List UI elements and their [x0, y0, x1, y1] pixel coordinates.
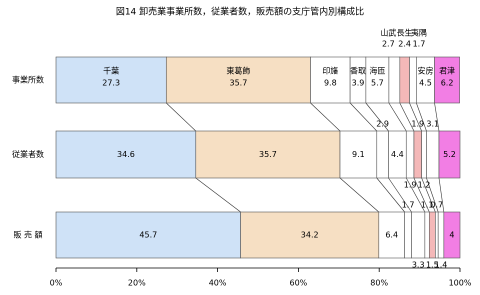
value-label: 34.2 [301, 231, 319, 240]
value-label: 34.6 [117, 150, 135, 159]
connector [376, 177, 405, 213]
value-label: 1.7 [402, 201, 415, 210]
value-label: 9.1 [352, 150, 365, 159]
connector [434, 102, 440, 132]
category-label: 事業所数 [12, 75, 44, 85]
bar-segment [421, 130, 427, 179]
legend-label: 夷隅 [411, 28, 427, 38]
x-tick-label: 20% [128, 279, 146, 288]
value-label: 0.7 [430, 201, 443, 210]
legend-label: 千葉 [103, 66, 119, 76]
bar-segment [434, 56, 460, 104]
x-tick-label: 0% [50, 279, 63, 288]
legend-label: 長生 [397, 28, 413, 38]
x-tick-label: 40% [209, 279, 227, 288]
value-label: 35.7 [229, 79, 247, 88]
bar-segment [437, 211, 445, 259]
connector [388, 102, 407, 132]
legend-label: 印旛 [322, 66, 338, 76]
value-label: 4 [449, 231, 454, 240]
connector [426, 177, 439, 213]
connector [413, 177, 430, 213]
connector [406, 177, 426, 213]
bar-segment [55, 130, 197, 179]
value-label: 1.9 [404, 181, 417, 190]
legend-label: 山武 [380, 28, 396, 38]
bar-segment [404, 211, 412, 259]
bar-segment [376, 130, 389, 179]
bar-segment [310, 56, 351, 104]
connector [339, 177, 379, 213]
bar-segment [411, 211, 426, 259]
legend-label: 東葛飾 [226, 66, 250, 76]
value-label: 1.1 [421, 201, 434, 210]
bar-segment [435, 211, 439, 259]
legend-label: 香取 [350, 66, 366, 76]
value-label: 4.4 [391, 150, 404, 159]
bar-segment [339, 130, 378, 179]
connector [421, 177, 436, 213]
value-label: 4.5 [419, 79, 432, 88]
bar-segment [424, 211, 430, 259]
connector [409, 102, 422, 132]
value-label: 1.4 [435, 261, 448, 270]
x-tick-label: 100% [449, 279, 472, 288]
bar-segment [55, 211, 241, 259]
connector [438, 177, 445, 213]
bar-segment [426, 130, 440, 179]
bar-segment [165, 56, 311, 104]
value-label: 9.8 [324, 79, 337, 88]
value-label: 6.4 [385, 231, 398, 240]
legend-label: 安房 [417, 66, 433, 76]
category-label: 販 売 額 [13, 230, 42, 240]
category-label: 従業者数 [12, 149, 44, 159]
bar-segment [378, 211, 405, 259]
legend-label: 君津 [439, 66, 455, 76]
value-label: 1.9 [411, 120, 424, 129]
legend-label: 海匝 [369, 66, 385, 76]
value-label: 6.2 [441, 79, 454, 88]
value-label: 45.7 [139, 231, 157, 240]
value-label: 1.7 [413, 40, 426, 49]
connector [388, 177, 412, 213]
bar-segment [405, 130, 415, 179]
connector [166, 102, 196, 132]
chart-title: 図14 卸売業事業所数，従業者数，販売額の支庁管内別構成比 [116, 6, 364, 18]
value-label: 1.5 [426, 261, 439, 270]
bar-segment [399, 56, 410, 104]
bar-segment [388, 56, 401, 104]
bar-segment [240, 211, 380, 259]
value-label: 2.4 [398, 40, 411, 49]
bar-segment [428, 211, 436, 259]
connector [195, 177, 241, 213]
value-label: 35.7 [259, 150, 277, 159]
bar-segment [443, 211, 461, 259]
value-label: 3.3 [412, 261, 425, 270]
value-label: 1.2 [418, 181, 431, 190]
bar-segment [413, 130, 422, 179]
value-label: 5.7 [371, 79, 384, 88]
bar-segment [438, 130, 461, 179]
value-label: 27.3 [102, 79, 120, 88]
bar-segment [55, 56, 167, 104]
bar-segment [195, 130, 341, 179]
bar-segment [409, 56, 417, 104]
connector [310, 102, 341, 132]
value-label: 3.9 [352, 79, 365, 88]
value-label: 3.1 [426, 120, 439, 129]
value-label: 5.2 [443, 150, 456, 159]
connector [416, 102, 427, 132]
connector [349, 102, 377, 132]
connector [365, 102, 389, 132]
value-label: 2.9 [376, 120, 389, 129]
x-tick-label: 80% [370, 279, 388, 288]
connector [399, 102, 415, 132]
x-tick-label: 60% [290, 279, 308, 288]
value-label: 2.7 [382, 40, 395, 49]
